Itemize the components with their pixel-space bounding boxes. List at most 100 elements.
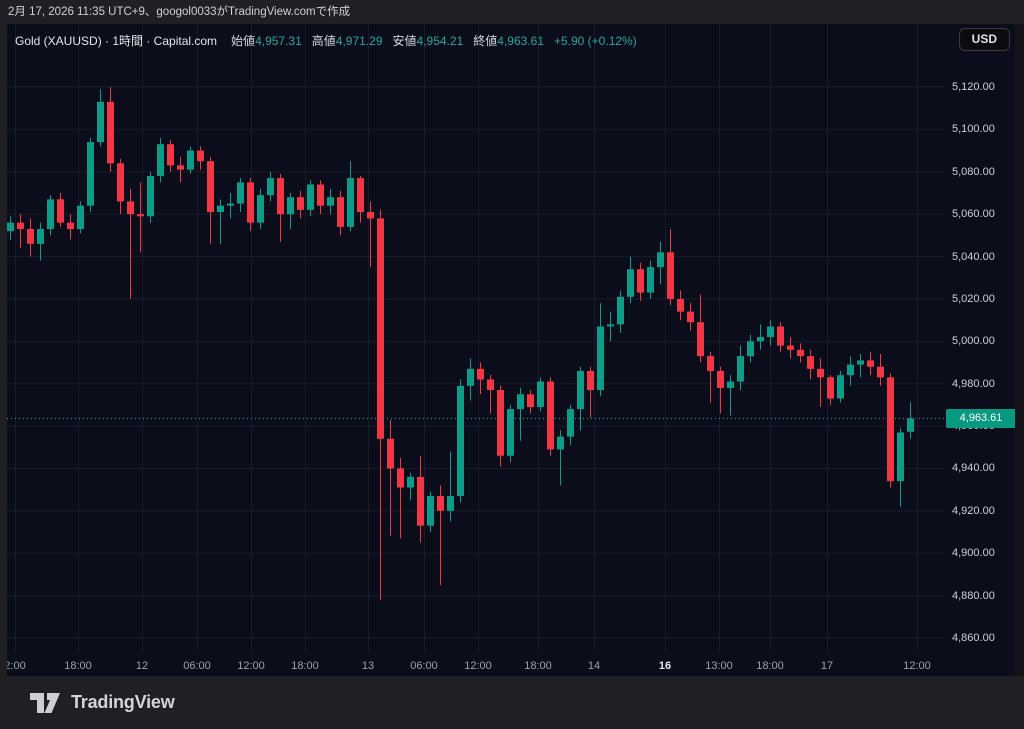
candle-body-down	[337, 197, 344, 227]
price-tick-label: 5,000.00	[952, 335, 995, 348]
time-tick-label: 18:00	[64, 660, 92, 672]
time-tick-label: 12:00	[464, 660, 492, 672]
candle-body-down	[367, 212, 374, 219]
ohlc-low-value: 4,954.21	[416, 34, 464, 48]
candle-body-up	[727, 381, 734, 388]
ohlc-close: 終値4,963.61	[473, 32, 544, 49]
time-tick-label: 18:00	[524, 660, 552, 672]
candle-body-down	[677, 298, 684, 312]
candle-body-up	[757, 337, 764, 342]
candlestick-chart	[7, 24, 945, 652]
candle-body-down	[387, 438, 394, 469]
candle-body-up	[427, 496, 434, 526]
candle-body-down	[17, 222, 24, 229]
time-tick-label: 12:00	[237, 660, 265, 672]
candle-body-down	[637, 269, 644, 293]
candle-body-up	[567, 409, 574, 437]
candle-body-up	[907, 418, 914, 432]
price-tick-label: 5,040.00	[952, 250, 995, 263]
symbol-title[interactable]: Gold (XAUUSD) · 1時間 · Capital.com	[15, 34, 218, 48]
candle-body-down	[247, 182, 254, 223]
footer-bar: TradingView	[0, 676, 1024, 729]
candle-body-up	[847, 364, 854, 376]
time-tick-label: 06:00	[410, 660, 438, 672]
price-axis[interactable]: 5,120.00 5,100.00 5,080.00 5,060.00 5,040.00…	[7, 24, 1015, 676]
attribution-bar: 2月 17, 2026 11:35 UTC+9、googol0033がTradi…	[0, 0, 1024, 24]
candle-body-up	[347, 178, 354, 227]
candle-body-down	[807, 356, 814, 369]
tradingview-logo-icon	[30, 692, 60, 713]
candle-body-up	[227, 203, 234, 206]
price-tick-label: 4,900.00	[952, 547, 995, 560]
candle-body-down	[867, 360, 874, 367]
candle-body-down	[817, 368, 824, 378]
price-tick-label: 4,880.00	[952, 589, 995, 602]
price-tick-label: 5,020.00	[952, 292, 995, 305]
candle-body-down	[707, 356, 714, 371]
attribution-text: 2月 17, 2026 11:35 UTC+9、googol0033がTradi…	[8, 6, 351, 18]
candle-body-up	[407, 476, 414, 488]
candle-body-up	[467, 368, 474, 386]
ohlc-close-label: 終値	[473, 34, 498, 48]
candle-body-down	[527, 394, 534, 407]
candle-body-down	[197, 150, 204, 162]
ohlc-open: 始値4,957.31	[231, 32, 302, 49]
ohlc-high-value: 4,971.29	[335, 34, 383, 48]
price-tick-label: 4,940.00	[952, 462, 995, 475]
candle-body-down	[787, 345, 794, 350]
candle-body-down	[117, 163, 124, 202]
currency-button[interactable]: USD	[958, 28, 1010, 51]
candle-body-up	[307, 184, 314, 210]
candle-body-down	[107, 101, 114, 164]
candle-body-up	[157, 144, 164, 177]
candle-body-down	[127, 201, 134, 215]
candle-body-up	[897, 432, 904, 482]
candle-body-up	[617, 296, 624, 325]
candle-body-up	[187, 150, 194, 170]
candle-body-down	[67, 222, 74, 229]
candle-body-down	[687, 311, 694, 323]
candle-body-down	[887, 377, 894, 482]
ohlc-low-label: 安値	[392, 34, 417, 48]
candle-body-down	[777, 326, 784, 346]
ohlc-high-label: 高値	[311, 34, 336, 48]
price-tick-label: 4,860.00	[952, 631, 995, 644]
candle-body-up	[237, 182, 244, 204]
time-tick-label: 2:00	[7, 660, 26, 672]
brand-name[interactable]: TradingView	[71, 692, 175, 712]
price-tick-label: 5,060.00	[952, 208, 995, 221]
candle-body-down	[547, 381, 554, 450]
candle-body-up	[77, 205, 84, 229]
time-tick-label: 18:00	[291, 660, 319, 672]
time-tick-label: 14	[587, 660, 601, 672]
price-tick-label: 5,080.00	[952, 165, 995, 178]
time-axis[interactable]: 2:00 18:00 12 06:00 12:00 18:00 13 06:00 12:00 18…	[7, 24, 1015, 676]
candle-body-up	[87, 142, 94, 206]
candle-body-down	[587, 370, 594, 391]
candle-body-up	[147, 176, 154, 217]
candle-body-down	[797, 349, 804, 357]
candle-body-down	[417, 476, 424, 526]
last-price-badge: 4,963.61	[946, 408, 1015, 428]
candle-body-down	[377, 218, 384, 439]
price-change: +5.90 (+0.12%)	[553, 33, 637, 48]
candle-body-down	[357, 178, 364, 213]
candle-body-up	[607, 324, 614, 327]
candle-body-up	[507, 409, 514, 456]
candle-body-up	[537, 381, 544, 407]
candle-body-down	[397, 468, 404, 488]
candle-body-up	[557, 436, 564, 450]
candle-body-up	[267, 178, 274, 196]
ohlc-open-label: 始値	[231, 34, 256, 48]
candle-body-down	[827, 377, 834, 399]
candle-body-down	[317, 184, 324, 206]
candle-body-up	[837, 375, 844, 399]
candle-body-up	[747, 341, 754, 357]
candle-body-down	[667, 252, 674, 299]
candle-body-up	[767, 326, 774, 338]
price-tick-label: 5,120.00	[952, 81, 995, 93]
candle-body-up	[447, 496, 454, 511]
price-tick-label: 4,980.00	[952, 377, 995, 390]
candle-body-down	[137, 214, 144, 217]
